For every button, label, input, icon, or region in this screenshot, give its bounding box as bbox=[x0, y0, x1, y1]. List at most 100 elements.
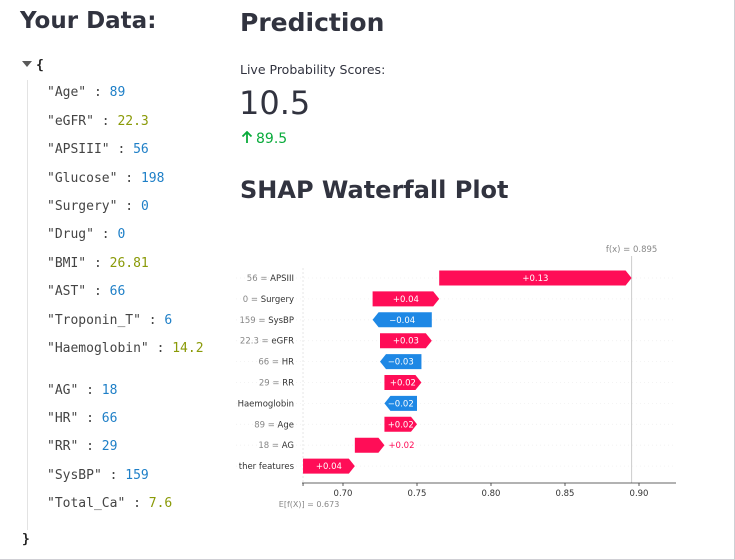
json-entry: "Surgery" : 0 bbox=[47, 196, 212, 218]
shap-waterfall-svg: f(x) = 0.895 +0.13 56 = APSIII +0.04 0 = Sur… bbox=[236, 245, 676, 509]
waterfall-bar bbox=[372, 291, 440, 307]
json-colon: : bbox=[101, 468, 126, 483]
feature-label: 56 = APSIII bbox=[247, 274, 294, 284]
json-colon: : bbox=[93, 114, 118, 129]
json-key: "RR" bbox=[47, 439, 79, 454]
json-indent-guide bbox=[27, 80, 28, 530]
bar-value-label: +0.13 bbox=[522, 274, 548, 284]
json-value: 14.2 bbox=[172, 341, 204, 356]
x-tick-label: 0.85 bbox=[556, 489, 575, 499]
json-key: "AST" bbox=[47, 284, 87, 299]
bar-value-label: −0.04 bbox=[389, 316, 415, 326]
json-colon: : bbox=[148, 341, 173, 356]
json-entry: "HR" : 66 bbox=[47, 408, 212, 430]
json-colon: : bbox=[125, 496, 149, 511]
json-key: "APSIII" bbox=[47, 142, 110, 157]
feature-label: 18 = AG bbox=[258, 441, 294, 451]
json-entry: "AST" : 66 bbox=[47, 281, 212, 303]
json-colon: : bbox=[78, 439, 102, 454]
json-colon: : bbox=[140, 313, 165, 328]
json-entry: "Haemoglobin" : 14.2 bbox=[47, 338, 212, 360]
x-tick-label: 0.90 bbox=[630, 489, 649, 499]
feature-label: 89 = Age bbox=[254, 420, 294, 430]
bar-value-label: +0.04 bbox=[316, 462, 342, 472]
json-colon: : bbox=[109, 142, 134, 157]
shap-waterfall-plot: f(x) = 0.895 +0.13 56 = APSIII +0.04 0 = Sur… bbox=[236, 238, 676, 513]
json-value: 18 bbox=[101, 383, 118, 398]
metric-delta-value: 89.5 bbox=[256, 131, 288, 147]
json-entry: "eGFR" : 22.3 bbox=[47, 111, 212, 133]
arrow-up-icon bbox=[241, 130, 253, 147]
json-value: 7.6 bbox=[148, 496, 173, 511]
bar-value-label: −0.03 bbox=[388, 358, 414, 368]
waterfall-bar bbox=[303, 458, 355, 474]
waterfall-bar bbox=[380, 354, 422, 370]
json-entry: "APSIII" : 56 bbox=[47, 139, 212, 161]
feature-label: ther features bbox=[239, 462, 295, 472]
json-key: "BMI" bbox=[47, 256, 87, 271]
json-value: 22.3 bbox=[117, 114, 149, 129]
json-entry: "Age" : 89 bbox=[47, 82, 212, 104]
bar-value-label: +0.02 bbox=[390, 379, 416, 389]
bar-value-label: −0.02 bbox=[388, 399, 414, 409]
json-key: "eGFR" bbox=[47, 114, 94, 129]
json-entry: "SysBP" : 159 bbox=[47, 465, 212, 487]
json-key: "Haemoglobin" bbox=[47, 341, 149, 356]
json-key: "Surgery" bbox=[47, 199, 118, 214]
json-open-brace: { bbox=[36, 58, 44, 73]
json-key: "Total_Ca" bbox=[47, 496, 126, 511]
waterfall-bar bbox=[439, 270, 632, 286]
json-colon: : bbox=[117, 171, 141, 186]
json-colon: : bbox=[86, 284, 110, 299]
json-key: "SysBP" bbox=[47, 468, 102, 483]
json-value: 56 bbox=[133, 142, 149, 157]
efx-label: E[f(X)] = 0.673 bbox=[279, 500, 340, 509]
json-value: 0 bbox=[140, 199, 149, 214]
json-colon: : bbox=[86, 256, 110, 271]
json-value: 89 bbox=[109, 85, 126, 100]
bar-value-label: +0.04 bbox=[393, 295, 419, 305]
feature-label: Haemoglobin bbox=[238, 399, 294, 409]
json-colon: : bbox=[78, 383, 102, 398]
json-colon: : bbox=[78, 411, 102, 426]
waterfall-bar bbox=[354, 437, 385, 453]
bar-value-label: +0.02 bbox=[388, 441, 414, 451]
waterfall-bar bbox=[384, 416, 417, 432]
feature-label: 159 = SysBP bbox=[239, 316, 294, 326]
feature-label: 66 = HR bbox=[258, 358, 294, 368]
fx-label: f(x) = 0.895 bbox=[606, 245, 658, 255]
prediction-heading: Prediction bbox=[240, 8, 385, 37]
json-colon: : bbox=[117, 199, 141, 214]
json-entry: "BMI" : 26.81 bbox=[47, 253, 212, 275]
json-value: 159 bbox=[125, 468, 149, 483]
collapse-toggle-icon[interactable] bbox=[22, 61, 32, 67]
json-colon: : bbox=[93, 227, 118, 242]
waterfall-bar bbox=[372, 312, 432, 328]
x-tick-label: 0.70 bbox=[334, 489, 353, 499]
json-value: 198 bbox=[140, 171, 165, 186]
json-value: 26.81 bbox=[109, 256, 149, 271]
feature-label: 0 = Surgery bbox=[243, 295, 294, 305]
metric-label: Live Probability Scores: bbox=[240, 62, 386, 77]
json-value: 66 bbox=[109, 284, 126, 299]
feature-label: 22.3 = eGFR bbox=[240, 337, 294, 347]
json-entry: "Drug" : 0 bbox=[47, 224, 212, 246]
json-key: "HR" bbox=[47, 411, 79, 426]
metric-delta: 89.5 bbox=[241, 130, 288, 147]
json-close-brace: } bbox=[22, 532, 30, 547]
json-entry: "RR" : 29 bbox=[47, 436, 212, 458]
json-value: 29 bbox=[101, 439, 118, 454]
json-key: "Age" bbox=[47, 85, 87, 100]
shap-heading: SHAP Waterfall Plot bbox=[240, 176, 509, 204]
your-data-heading: Your Data: bbox=[20, 8, 157, 34]
json-key: "Glucose" bbox=[47, 171, 118, 186]
feature-label: 29 = RR bbox=[259, 379, 294, 389]
json-key: "Drug" bbox=[47, 227, 94, 242]
json-key: "AG" bbox=[47, 383, 79, 398]
json-value: 6 bbox=[164, 313, 173, 328]
metric-value: 10.5 bbox=[239, 84, 311, 122]
bar-value-label: +0.02 bbox=[388, 420, 414, 430]
json-colon: : bbox=[86, 85, 110, 100]
json-value: 0 bbox=[117, 227, 126, 242]
json-entry: "AG" : 18 bbox=[47, 380, 212, 402]
